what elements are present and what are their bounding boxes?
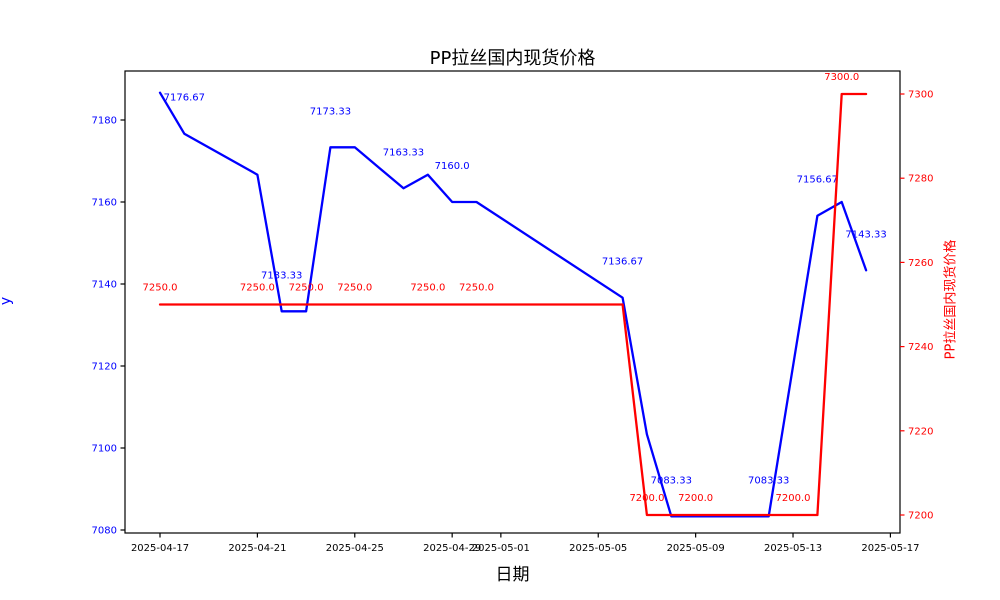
blue-point-annotation: 7160.0 — [435, 161, 470, 172]
red-point-annotation: 7250.0 — [459, 282, 494, 293]
x-tick-label: 2025-04-17 — [131, 543, 189, 554]
red-point-annotation: 7250.0 — [337, 282, 372, 293]
blue-point-annotation: 7136.67 — [602, 257, 643, 268]
blue-point-annotation: 7143.33 — [845, 229, 886, 240]
axes-spines — [124, 70, 901, 534]
left-tick-label: 7180 — [92, 115, 117, 126]
x-tick-label: 2025-04-21 — [228, 543, 286, 554]
blue-point-annotation: 7083.33 — [748, 475, 789, 486]
blue-point-annotation: 7176.67 — [164, 93, 205, 104]
x-tick-label: 2025-05-01 — [472, 543, 530, 554]
right-tick-label: 7200 — [908, 510, 933, 521]
blue-point-annotation: 7133.33 — [261, 270, 302, 281]
left-tick-label: 7080 — [92, 525, 117, 536]
right-tick-label: 7280 — [908, 174, 933, 185]
blue-point-annotation: 7173.33 — [310, 106, 351, 117]
right-y-axis-label: PP拉丝国内现货价格 — [943, 239, 959, 360]
right-tick-label: 7220 — [908, 426, 933, 437]
right-tick-label: 7260 — [908, 258, 933, 269]
x-axis-label: 日期 — [495, 565, 530, 585]
chart-title: PP拉丝国内现货价格 — [429, 48, 596, 69]
x-tick-label: 2025-05-13 — [764, 543, 822, 554]
red-point-annotation: 7250.0 — [410, 282, 445, 293]
right-tick-label: 7300 — [908, 89, 933, 100]
red-series-line — [158, 92, 868, 517]
blue-point-annotation: 7163.33 — [383, 147, 424, 158]
blue-series-line — [158, 91, 868, 518]
right-tick-label: 7240 — [908, 342, 933, 353]
left-tick-label: 7100 — [92, 443, 117, 454]
left-tick-label: 7160 — [92, 197, 117, 208]
x-tick-label: 2025-04-25 — [326, 543, 384, 554]
left-y-axis-label: y — [0, 161, 14, 441]
blue-point-annotation: 7156.67 — [797, 175, 838, 186]
red-point-annotation: 7200.0 — [678, 493, 713, 504]
red-point-annotation: 7200.0 — [776, 493, 811, 504]
x-tick-label: 2025-05-09 — [667, 543, 725, 554]
red-point-annotation: 7250.0 — [240, 282, 275, 293]
red-point-annotation: 7200.0 — [629, 493, 664, 504]
x-tick-label: 2025-05-05 — [569, 543, 627, 554]
x-tick-label: 2025-04-29 — [423, 543, 481, 554]
left-tick-label: 7120 — [92, 361, 117, 372]
red-point-annotation: 7250.0 — [143, 282, 178, 293]
left-tick-label: 7140 — [92, 279, 117, 290]
red-point-annotation: 7300.0 — [824, 72, 859, 83]
red-point-annotation: 7250.0 — [289, 282, 324, 293]
x-tick-label: 2025-05-17 — [861, 543, 919, 554]
blue-point-annotation: 7083.33 — [651, 475, 692, 486]
